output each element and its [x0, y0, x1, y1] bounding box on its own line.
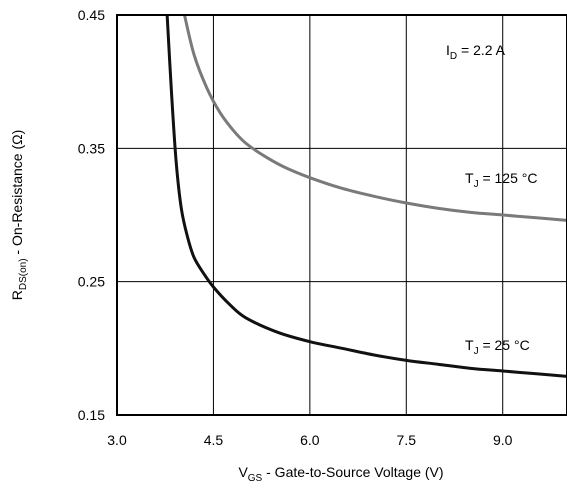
series-label-125c-sub: J	[474, 179, 479, 190]
x-axis-label: VGS - Gate-to-Source Voltage (V)	[238, 464, 443, 484]
tick-labels: 3.0 4.5 6.0 7.5 9.0 0.15 0.25 0.35 0.45	[78, 7, 513, 448]
y-tick-label: 0.45	[78, 7, 105, 23]
y-axis-label-rest: - On-Resistance (Ω)	[9, 130, 25, 259]
x-tick-label: 4.5	[204, 432, 224, 448]
x-tick-label: 9.0	[493, 432, 513, 448]
annotation-id-sub: D	[450, 51, 457, 62]
x-tick-label: 3.0	[107, 432, 127, 448]
y-axis-label: RDS(on) - On-Resistance (Ω)	[9, 130, 29, 301]
annotation-id-main: I	[446, 42, 450, 58]
y-tick-label: 0.25	[78, 274, 105, 290]
annotation-id: ID = 2.2 A	[446, 42, 506, 62]
series-label-25c-rest: = 25 °C	[479, 337, 530, 353]
x-axis-label-rest: - Gate-to-Source Voltage (V)	[262, 464, 443, 480]
series-line-125c	[183, 14, 567, 222]
series-layer	[165, 14, 567, 378]
grid	[117, 15, 567, 415]
annotation-id-rest: = 2.2 A	[457, 42, 506, 58]
series-label-125c-rest: = 125 °C	[479, 170, 538, 186]
x-axis-label-sub: GS	[248, 473, 263, 484]
y-axis-label-sub: DS(on)	[18, 258, 29, 290]
y-tick-label: 0.15	[78, 407, 105, 423]
series-label-25c-main: T	[465, 337, 474, 353]
y-tick-label: 0.35	[78, 140, 105, 156]
x-axis-label-main: V	[238, 464, 248, 480]
y-axis-label-main: R	[9, 290, 25, 300]
plot-frame	[116, 14, 567, 416]
x-tick-label: 7.5	[397, 432, 417, 448]
series-label-25c: TJ = 25 °C	[465, 337, 530, 357]
x-tick-label: 6.0	[300, 432, 320, 448]
series-label-125c: TJ = 125 °C	[465, 170, 537, 190]
series-label-125c-main: T	[465, 170, 474, 186]
series-label-25c-sub: J	[474, 346, 479, 357]
series-line-25c	[165, 14, 567, 378]
